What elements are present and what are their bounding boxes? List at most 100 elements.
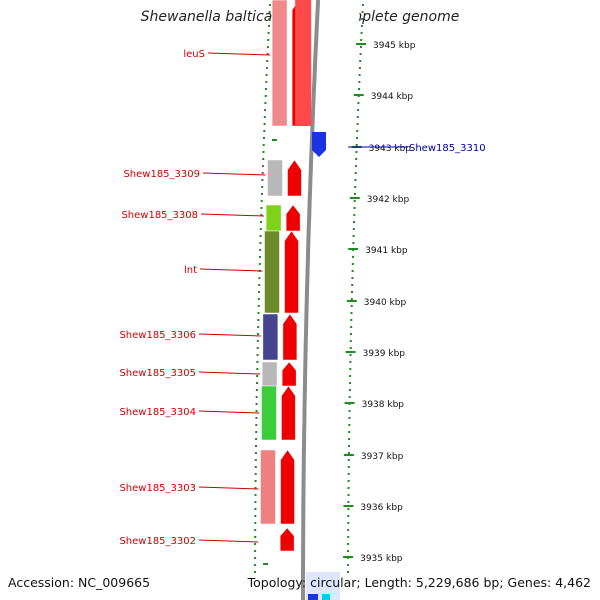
color-ring-block — [260, 449, 276, 525]
color-ring-block — [261, 385, 277, 441]
outer-dot-ring — [347, 473, 350, 475]
inner-dot-ring — [267, 39, 270, 41]
gene-leader-line — [198, 333, 261, 337]
inner-dot-ring — [254, 473, 257, 475]
inner-dot-ring — [261, 193, 263, 195]
inner-tick-mark — [263, 563, 269, 565]
outer-dot-ring — [354, 186, 357, 188]
coordinate-label: 3944 kbp — [371, 92, 414, 102]
inner-dot-ring — [260, 200, 263, 202]
inner-dot-ring — [262, 158, 265, 160]
outer-dot-ring — [359, 53, 362, 55]
outer-dot-ring — [350, 305, 353, 307]
inner-dot-ring — [256, 382, 258, 384]
inner-dot-ring — [256, 347, 259, 349]
coordinate-label: 3936 kbp — [360, 503, 403, 513]
inner-dot-ring — [263, 123, 266, 125]
gene-label: Shew185_3308 — [121, 210, 198, 221]
inner-dot-ring — [260, 214, 263, 216]
outer-dot-ring — [348, 431, 351, 433]
inner-dot-ring — [268, 4, 271, 6]
forward-cds-arrow — [281, 361, 297, 387]
outer-dot-ring — [350, 326, 353, 328]
backbone-line — [301, 0, 321, 600]
color-ring-block — [265, 204, 282, 232]
inner-dot-ring — [255, 417, 258, 419]
outer-dot-ring — [352, 256, 354, 258]
outer-dot-ring — [347, 571, 349, 573]
inner-dot-ring — [256, 354, 259, 356]
inner-dot-ring — [256, 340, 259, 342]
outer-dot-ring — [358, 67, 361, 69]
outer-dot-ring — [357, 109, 360, 111]
inner-dot-ring — [255, 438, 258, 440]
inner-dot-ring — [260, 221, 262, 223]
outer-dot-ring — [356, 116, 359, 118]
outer-dot-ring — [359, 60, 362, 62]
gene-leader-line — [198, 371, 261, 375]
outer-dot-ring — [347, 515, 350, 517]
outer-dot-ring — [347, 494, 350, 496]
inner-dot-ring — [254, 515, 257, 517]
outer-dot-ring — [347, 529, 350, 531]
outer-dot-ring — [347, 466, 350, 468]
inner-dot-ring — [263, 137, 265, 139]
gene-leader-line — [207, 52, 271, 56]
inner-dot-ring — [266, 53, 269, 55]
outer-dot-ring — [354, 165, 357, 167]
inner-dot-ring — [254, 480, 257, 482]
outer-dot-ring — [352, 242, 355, 244]
outer-dot-ring — [348, 424, 351, 426]
gene-label: leuS — [183, 49, 205, 60]
outer-dot-ring — [356, 123, 359, 125]
inner-dot-ring — [256, 375, 259, 377]
inner-dot-ring — [259, 235, 262, 237]
inner-dot-ring — [262, 144, 265, 146]
outer-dot-ring — [348, 389, 351, 391]
coordinate-label: 3941 kbp — [365, 246, 408, 256]
inner-dot-ring — [261, 186, 264, 188]
inner-dot-ring — [264, 109, 267, 111]
inner-dot-ring — [261, 172, 264, 174]
outer-dot-ring — [348, 396, 351, 398]
outer-dot-ring — [349, 340, 352, 342]
color-ring-block — [271, 0, 288, 127]
inner-dot-ring — [265, 88, 267, 90]
inner-dot-ring — [266, 60, 269, 62]
coordinate-label: 3937 kbp — [361, 452, 404, 462]
inner-dot-ring — [254, 557, 257, 559]
coordinate-label: 3939 kbp — [363, 349, 406, 359]
bottom-ring-glimpse — [308, 594, 318, 600]
inner-dot-ring — [267, 25, 270, 27]
inner-dot-ring — [263, 130, 266, 132]
inner-dot-ring — [265, 67, 268, 69]
inner-dot-ring — [254, 508, 257, 510]
gene-leader-line — [199, 268, 263, 272]
inner-dot-ring — [254, 564, 257, 566]
inner-dot-ring — [254, 571, 256, 573]
outer-dot-ring — [349, 354, 352, 356]
outer-dot-ring — [351, 291, 353, 293]
inner-dot-ring — [259, 242, 262, 244]
outer-dot-ring — [355, 151, 358, 153]
outer-dot-ring — [347, 522, 350, 524]
inner-dot-ring — [257, 333, 259, 335]
inner-dot-ring — [268, 11, 271, 13]
inner-dot-ring — [265, 81, 268, 83]
outer-dot-ring — [347, 452, 350, 454]
coordinate-label: 3938 kbp — [362, 400, 405, 410]
inner-dot-ring — [257, 319, 260, 321]
outer-dot-ring — [347, 459, 350, 461]
coordinate-label: 3943 kbp — [369, 144, 412, 154]
outer-dot-ring — [348, 417, 351, 419]
outer-dot-ring — [356, 137, 358, 139]
outer-dot-ring — [349, 368, 352, 370]
outer-dot-ring — [353, 214, 356, 216]
outer-dot-ring — [347, 564, 350, 566]
outer-dot-ring — [351, 277, 354, 279]
inner-dot-ring — [265, 74, 268, 76]
inner-dot-ring — [255, 431, 258, 433]
genome-band — [262, 0, 361, 600]
outer-dot-ring — [350, 333, 352, 335]
inner-dot-ring — [254, 543, 257, 545]
